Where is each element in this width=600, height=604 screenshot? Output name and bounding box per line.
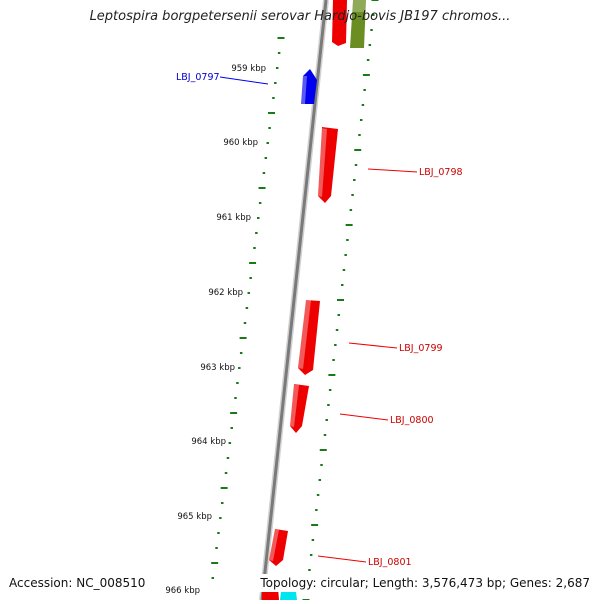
gene-label-lbj_0800[interactable]: LBJ_0800 bbox=[390, 415, 434, 426]
gene-arrow-lbj_0797[interactable] bbox=[301, 69, 317, 104]
gene-label-lbj_0797[interactable]: LBJ_0797 bbox=[176, 72, 220, 83]
gene-label-leader bbox=[367, 168, 418, 173]
tick-label: 960 kbp bbox=[223, 138, 258, 148]
gene-arrow-highlight bbox=[290, 384, 299, 427]
tick-label: 963 kbp bbox=[200, 363, 235, 373]
gene-label-leader bbox=[317, 555, 367, 563]
tick-label: 961 kbp bbox=[216, 213, 251, 223]
tick-label: 962 kbp bbox=[208, 288, 243, 298]
gene-label-leader bbox=[219, 76, 269, 85]
tick-label: 966 kbp bbox=[165, 586, 200, 596]
gene-arrow-lbj_0798[interactable] bbox=[318, 127, 338, 203]
outer-tick-marks bbox=[211, 37, 285, 579]
accession-label: Accession: NC_008510 bbox=[7, 574, 148, 592]
tick-label: 964 kbp bbox=[191, 437, 226, 447]
gene-arrow-lbj_0799[interactable] bbox=[298, 300, 320, 375]
gene-arrow-highlight bbox=[298, 300, 311, 369]
tick-label: 959 kbp bbox=[231, 64, 266, 74]
gene-arrow-highlight bbox=[300, 76, 307, 104]
topology-label: Topology: circular; Length: 3,576,473 bp… bbox=[258, 574, 592, 592]
gene-label-lbj_0799[interactable]: LBJ_0799 bbox=[399, 343, 443, 354]
partial-red-feature-top[interactable] bbox=[332, 0, 347, 46]
gene-arrow-highlight bbox=[269, 529, 279, 561]
partial-features bbox=[262, 0, 370, 600]
tick-label: 965 kbp bbox=[177, 512, 212, 522]
sequence-title: Leptospira borgpetersenii serovar Hardjo… bbox=[89, 9, 511, 24]
partial-white-overlay bbox=[350, 0, 370, 12]
gene-features bbox=[269, 69, 338, 566]
gene-labels: LBJ_0797 LBJ_0798 LBJ_0799 LBJ_0800 LBJ_0801 bbox=[176, 72, 463, 568]
gene-label-leader bbox=[348, 342, 398, 349]
gene-label-lbj_0801[interactable]: LBJ_0801 bbox=[368, 557, 412, 568]
chromosome-backbone bbox=[259, 0, 329, 601]
gene-arrow-lbj_0800[interactable] bbox=[290, 384, 309, 433]
gene-arrow-lbj_0801[interactable] bbox=[269, 529, 288, 566]
gene-arrow-highlight bbox=[318, 128, 327, 197]
partial-cyan-feature[interactable] bbox=[280, 592, 297, 600]
partial-olive-feature[interactable] bbox=[350, 0, 366, 48]
tick-labels: 959 kbp 960 kbp 961 kbp 962 kbp 963 kbp 964 k… bbox=[165, 64, 266, 596]
gene-label-lbj_0798[interactable]: LBJ_0798 bbox=[419, 167, 463, 178]
gene-label-leader bbox=[339, 413, 389, 421]
